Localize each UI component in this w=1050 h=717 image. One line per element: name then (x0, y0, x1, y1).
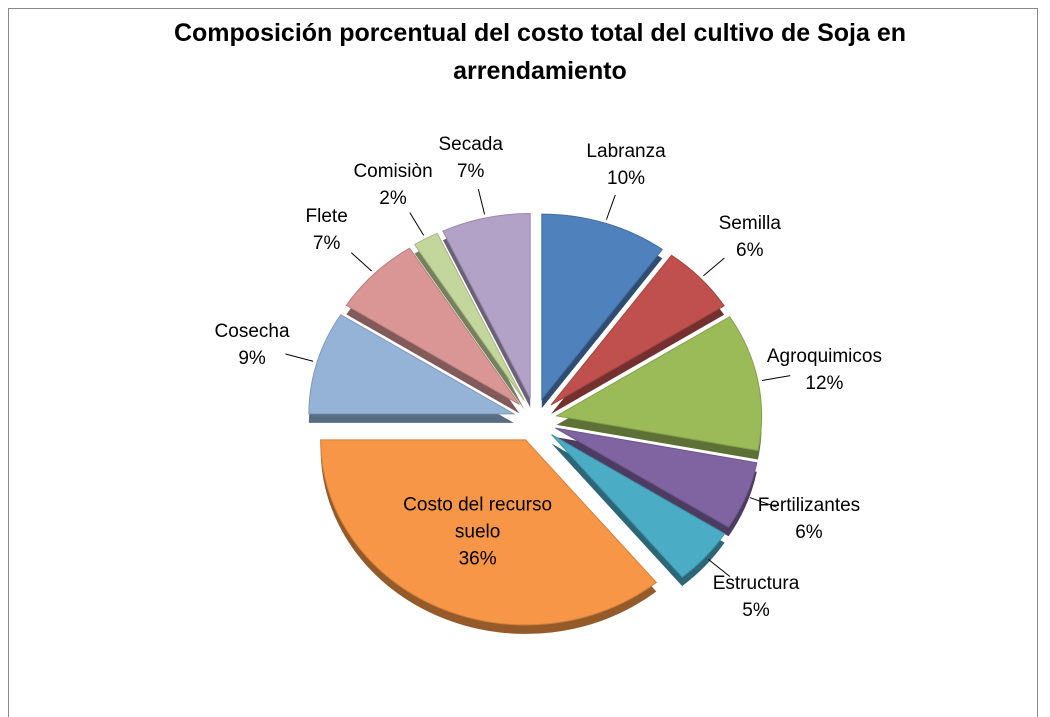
label-name: Flete (305, 206, 348, 228)
leader-line (605, 194, 616, 220)
data-label: Fertilizantes 6% (758, 492, 860, 546)
slice (345, 247, 520, 405)
label-name: Labranza (586, 141, 666, 163)
label-name: Comisiòn (353, 161, 433, 183)
data-label: Costo del recurso suelo 36% (403, 491, 553, 572)
label-name: Agroquimicos (766, 345, 882, 367)
slice (308, 314, 516, 415)
data-label: Estructura 5% (713, 570, 800, 624)
label-value: 36% (458, 548, 497, 570)
label-name: Fertilizantes (757, 494, 861, 516)
slice (555, 316, 763, 452)
slice (442, 213, 531, 399)
label-name: Semilla (718, 212, 781, 234)
slice (555, 427, 758, 528)
slice (541, 213, 664, 401)
leader-line (285, 353, 314, 362)
label-value: 7% (312, 233, 341, 255)
leader-line (749, 497, 777, 508)
label-name: Costo del recurso suelo (403, 494, 553, 543)
label-value: 12% (805, 372, 844, 394)
chart-title: Composición porcentual del costo total d… (173, 19, 907, 85)
data-label: Labranza 10% (586, 138, 665, 192)
label-name: Cosecha (214, 321, 290, 343)
leader-line (477, 188, 486, 215)
label-name: Secada (438, 134, 503, 156)
leader-line (350, 252, 372, 272)
slice (320, 439, 658, 626)
slice (413, 232, 525, 402)
label-name: Estructura (712, 573, 800, 595)
data-label: Agroquimicos 12% (767, 343, 882, 397)
data-label: Flete 7% (306, 203, 348, 257)
chart-frame (8, 8, 1038, 717)
data-label: Secada 7% (438, 131, 502, 185)
label-value: 5% (742, 600, 770, 622)
label-value: 2% (379, 188, 407, 210)
label-value: 9% (238, 348, 266, 370)
slice (550, 254, 725, 406)
label-value: 6% (736, 239, 764, 261)
data-label: Cosecha 9% (215, 318, 290, 372)
data-label: Semilla 6% (719, 210, 781, 264)
leader-line (409, 212, 425, 236)
leader-line (761, 375, 791, 382)
slice (551, 434, 726, 578)
label-value: 7% (456, 161, 485, 183)
data-label: Comisiòn 2% (353, 158, 432, 212)
label-value: 10% (607, 168, 646, 190)
leader-line (708, 558, 731, 577)
label-value: 6% (795, 521, 823, 543)
leader-line (703, 257, 725, 277)
